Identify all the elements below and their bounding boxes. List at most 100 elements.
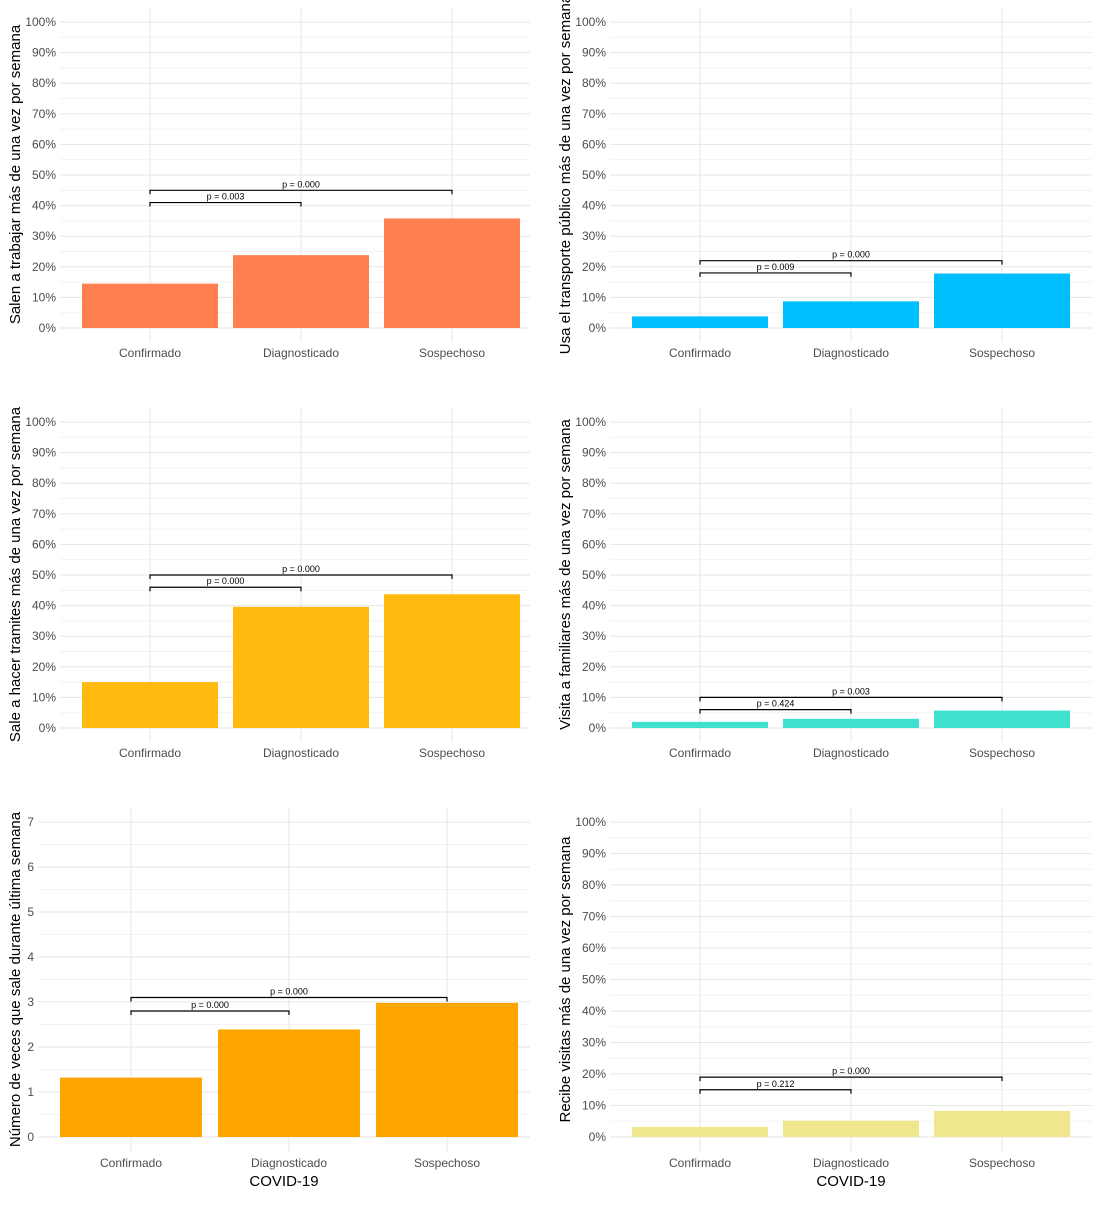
bar-confirmado <box>82 283 218 328</box>
bar-diagnosticado <box>783 301 919 328</box>
y-tick-label: 60% <box>32 137 56 151</box>
significance-bracket <box>149 201 302 207</box>
p-value-label: p = 0.003 <box>207 192 245 202</box>
p-value-label: p = 0.009 <box>757 262 795 272</box>
x-tick-label: Confirmado <box>119 746 181 760</box>
x-axis-title: COVID-19 <box>249 1173 318 1190</box>
x-tick-label: Sospechoso <box>419 746 485 760</box>
bar-diagnosticado <box>233 255 369 328</box>
y-tick-label: 30% <box>582 1036 606 1050</box>
y-tick-label: 70% <box>582 507 606 521</box>
y-tick-label: 0% <box>589 1130 607 1144</box>
bar-diagnosticado <box>783 718 919 728</box>
y-tick-label: 60% <box>582 537 606 551</box>
chart-panel-6: 0% 10% 20% 30% 40% 50% 60% 70% 80% 90% 100% Confirm… <box>557 807 1092 1190</box>
p-value-label: p = 0.000 <box>282 564 320 574</box>
y-tick-label: 60% <box>582 941 606 955</box>
y-tick-label: 10% <box>32 690 56 704</box>
y-tick-label: 80% <box>32 476 56 490</box>
chart-panel-3: 0% 10% 20% 30% 40% 50% 60% 70% 80% 90% 100% Confirm… <box>7 406 530 760</box>
y-tick-label: 70% <box>582 910 606 924</box>
x-tick-label: Diagnosticado <box>263 346 339 360</box>
y-tick-label: 50% <box>582 973 606 987</box>
y-axis-title: Salen a trabajar más de una vez por sema… <box>7 24 24 324</box>
x-tick-label: Diagnosticado <box>813 346 889 360</box>
x-tick-label: Diagnosticado <box>813 746 889 760</box>
y-tick-label: 50% <box>582 168 606 182</box>
y-tick-label: 10% <box>582 290 606 304</box>
bar-confirmado <box>632 316 768 328</box>
y-tick-label: 30% <box>32 629 56 643</box>
bar-sospechoso <box>384 594 520 728</box>
significance-bracket <box>699 1089 852 1094</box>
y-tick-label: 0% <box>589 321 607 335</box>
y-tick-label: 3 <box>27 995 34 1009</box>
y-tick-label: 90% <box>582 446 606 460</box>
x-tick-label: Diagnosticado <box>813 1156 889 1170</box>
bar-sospechoso <box>384 218 520 328</box>
y-axis-title: Recibe visitas más de una vez por semana <box>557 836 574 1123</box>
y-tick-label: 20% <box>32 660 56 674</box>
significance-bracket <box>699 272 852 277</box>
y-tick-label: 4 <box>27 950 34 964</box>
p-value-label: p = 0.212 <box>757 1079 795 1089</box>
y-axis-title: Visita a familiares más de una vez por s… <box>557 418 574 729</box>
y-tick-label: 20% <box>582 1067 606 1081</box>
x-tick-label: Sospechoso <box>419 346 485 360</box>
y-tick-label: 5 <box>27 905 34 919</box>
y-axis-title: Número de veces que sale durante última … <box>7 811 24 1147</box>
bar-sospechoso <box>934 710 1070 728</box>
y-tick-label: 70% <box>582 107 606 121</box>
x-tick-label: Sospechoso <box>969 746 1035 760</box>
x-tick-label: Confirmado <box>669 746 731 760</box>
p-value-label: p = 0.000 <box>270 987 308 997</box>
y-tick-label: 30% <box>582 629 606 643</box>
y-tick-label: 0% <box>39 721 57 735</box>
y-tick-label: 10% <box>582 690 606 704</box>
p-value-label: p = 0.000 <box>207 576 245 586</box>
bar-sospechoso <box>376 1002 518 1137</box>
y-tick-label: 40% <box>32 199 56 213</box>
y-tick-label: 0 <box>27 1130 34 1144</box>
y-tick-label: 100% <box>575 415 606 429</box>
y-tick-label: 40% <box>582 599 606 613</box>
bar-confirmado <box>632 721 768 728</box>
y-tick-label: 50% <box>32 168 56 182</box>
significance-bracket <box>130 1010 290 1015</box>
y-tick-label: 70% <box>32 107 56 121</box>
y-tick-label: 20% <box>582 260 606 274</box>
bar-sospechoso <box>934 273 1070 328</box>
y-tick-label: 40% <box>32 599 56 613</box>
y-tick-label: 60% <box>582 137 606 151</box>
x-axis-title: COVID-19 <box>816 1173 885 1190</box>
significance-bracket <box>699 696 1003 702</box>
y-tick-label: 7 <box>27 815 34 829</box>
p-value-label: p = 0.424 <box>757 699 795 709</box>
y-tick-label: 20% <box>582 660 606 674</box>
y-tick-label: 10% <box>32 290 56 304</box>
y-tick-label: 80% <box>582 476 606 490</box>
chart-panel-4: 0% 10% 20% 30% 40% 50% 60% 70% 80% 90% 100% Confirm… <box>557 407 1092 760</box>
y-tick-label: 60% <box>32 537 56 551</box>
y-tick-label: 0% <box>589 721 607 735</box>
y-axis-title: Usa el transporte público más de una vez… <box>557 0 574 354</box>
chart-panel-5: 0 1 2 3 4 5 6 7 Confirmado Diagnosticado Sospechos… <box>7 807 530 1190</box>
y-tick-label: 70% <box>32 507 56 521</box>
x-tick-label: Sospechoso <box>969 346 1035 360</box>
y-tick-label: 6 <box>27 860 34 874</box>
y-tick-label: 90% <box>32 446 56 460</box>
y-tick-label: 40% <box>582 1004 606 1018</box>
chart-panel-2: 0% 10% 20% 30% 40% 50% 60% 70% 80% 90% 100% Confirm… <box>557 0 1092 360</box>
significance-bracket <box>699 260 1003 265</box>
bar-confirmado <box>60 1077 202 1137</box>
x-tick-label: Diagnosticado <box>263 746 339 760</box>
y-tick-label: 20% <box>32 260 56 274</box>
x-tick-label: Confirmado <box>669 1156 731 1170</box>
y-tick-label: 100% <box>25 15 56 29</box>
x-tick-label: Sospechoso <box>414 1156 480 1170</box>
p-value-label: p = 0.000 <box>191 1000 229 1010</box>
significance-bracket <box>149 189 453 195</box>
p-value-label: p = 0.000 <box>832 250 870 260</box>
